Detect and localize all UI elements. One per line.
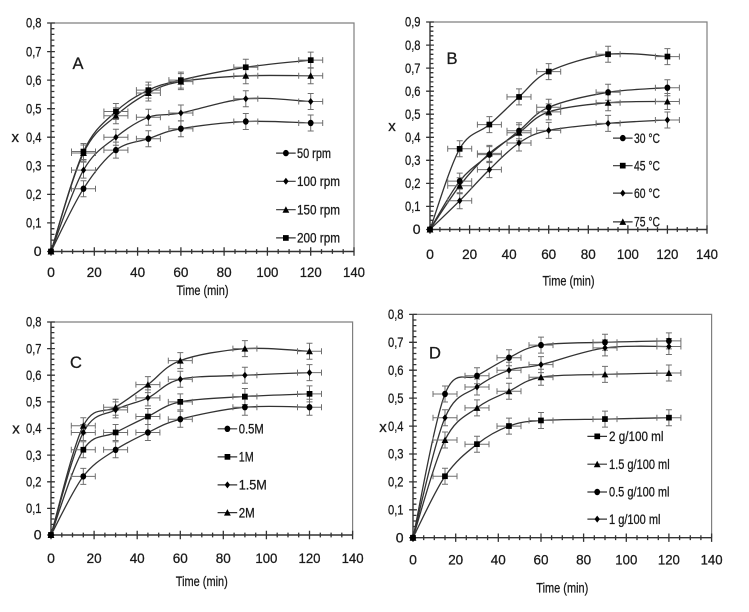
svg-text:40: 40 <box>130 264 145 280</box>
svg-text:30 °C: 30 °C <box>634 131 660 146</box>
svg-text:0,2: 0,2 <box>26 473 42 489</box>
svg-text:C: C <box>70 354 82 372</box>
svg-text:0,4: 0,4 <box>26 129 42 145</box>
svg-text:60 °C: 60 °C <box>634 186 660 201</box>
svg-text:1 g/100 ml: 1 g/100 ml <box>609 512 661 527</box>
svg-text:0,3: 0,3 <box>26 447 42 463</box>
svg-text:0,7: 0,7 <box>26 340 42 356</box>
svg-text:Time (min): Time (min) <box>177 282 229 298</box>
svg-text:A: A <box>72 55 83 73</box>
svg-text:80: 80 <box>576 551 591 567</box>
svg-text:x: x <box>388 118 396 135</box>
svg-text:100: 100 <box>255 550 277 566</box>
svg-text:0,2: 0,2 <box>388 474 404 490</box>
svg-text:120: 120 <box>658 551 680 567</box>
svg-text:0,8: 0,8 <box>26 15 42 31</box>
svg-text:80: 80 <box>217 264 232 280</box>
svg-text:0,5: 0,5 <box>388 390 404 406</box>
svg-text:0,6: 0,6 <box>26 72 42 88</box>
svg-text:150 rpm: 150 rpm <box>297 202 340 217</box>
svg-text:0,5: 0,5 <box>26 394 42 410</box>
svg-text:0,1: 0,1 <box>405 198 421 214</box>
svg-text:Time (min): Time (min) <box>536 580 588 596</box>
svg-text:0.5M: 0.5M <box>239 422 264 437</box>
svg-text:60: 60 <box>541 246 556 262</box>
svg-text:0,4: 0,4 <box>388 418 404 434</box>
svg-text:40: 40 <box>491 551 506 567</box>
svg-text:0: 0 <box>34 527 42 543</box>
svg-text:0,1: 0,1 <box>26 500 42 516</box>
svg-text:20: 20 <box>87 264 102 280</box>
svg-text:Time (min): Time (min) <box>543 272 595 288</box>
svg-text:140: 140 <box>343 264 365 280</box>
svg-text:1.5 g/100 ml: 1.5 g/100 ml <box>609 457 670 472</box>
svg-text:0,6: 0,6 <box>388 362 404 378</box>
svg-text:0,2: 0,2 <box>405 175 421 191</box>
svg-text:2M: 2M <box>239 505 255 520</box>
svg-text:0,6: 0,6 <box>26 367 42 383</box>
svg-text:0,8: 0,8 <box>26 314 42 330</box>
svg-text:Time (min): Time (min) <box>176 573 228 589</box>
svg-text:x: x <box>12 421 20 438</box>
svg-text:0,1: 0,1 <box>388 502 404 518</box>
svg-text:0,3: 0,3 <box>388 446 404 462</box>
svg-text:0,7: 0,7 <box>388 334 404 350</box>
svg-text:20: 20 <box>87 550 102 566</box>
svg-text:B: B <box>446 50 457 68</box>
svg-text:80: 80 <box>216 550 231 566</box>
svg-text:0,1: 0,1 <box>26 215 42 231</box>
svg-text:80: 80 <box>581 246 596 262</box>
svg-text:40: 40 <box>502 246 517 262</box>
svg-text:120: 120 <box>656 246 678 262</box>
svg-text:0,5: 0,5 <box>405 106 421 122</box>
svg-text:0: 0 <box>34 243 42 259</box>
svg-text:45 °C: 45 °C <box>634 158 660 173</box>
svg-text:1M: 1M <box>239 450 254 465</box>
svg-text:0: 0 <box>47 550 55 566</box>
svg-text:0,4: 0,4 <box>405 129 421 145</box>
svg-text:100: 100 <box>256 264 278 280</box>
svg-text:0,7: 0,7 <box>405 60 421 76</box>
svg-text:0,8: 0,8 <box>388 306 404 322</box>
svg-text:0: 0 <box>47 264 55 280</box>
svg-text:0,2: 0,2 <box>26 186 42 202</box>
svg-text:20: 20 <box>448 551 463 567</box>
svg-text:0,5: 0,5 <box>26 100 42 116</box>
svg-text:x: x <box>379 419 387 436</box>
svg-text:0: 0 <box>409 551 417 567</box>
svg-text:100: 100 <box>615 551 637 567</box>
svg-text:2 g/100 ml: 2 g/100 ml <box>609 429 664 444</box>
svg-text:75 °C: 75 °C <box>634 215 660 230</box>
svg-text:40: 40 <box>130 550 145 566</box>
svg-text:0,7: 0,7 <box>26 43 42 59</box>
svg-text:20: 20 <box>462 246 477 262</box>
svg-text:120: 120 <box>300 264 322 280</box>
svg-text:140: 140 <box>696 246 718 262</box>
svg-text:D: D <box>429 344 441 362</box>
svg-text:0,3: 0,3 <box>405 152 421 168</box>
svg-text:0: 0 <box>426 246 434 262</box>
svg-text:60: 60 <box>534 551 549 567</box>
svg-text:60: 60 <box>173 550 188 566</box>
svg-text:200 rpm: 200 rpm <box>297 231 340 246</box>
svg-text:1.5M: 1.5M <box>239 478 267 493</box>
svg-text:0,4: 0,4 <box>26 420 42 436</box>
svg-text:140: 140 <box>701 551 723 567</box>
svg-text:100 rpm: 100 rpm <box>297 174 340 189</box>
svg-text:50 rpm: 50 rpm <box>297 146 331 161</box>
svg-text:0.5 g/100 ml: 0.5 g/100 ml <box>609 485 670 500</box>
svg-text:0,6: 0,6 <box>405 83 421 99</box>
svg-text:60: 60 <box>173 264 188 280</box>
svg-text:0,8: 0,8 <box>405 37 421 53</box>
svg-text:x: x <box>12 129 20 146</box>
svg-text:0,3: 0,3 <box>26 158 42 174</box>
svg-text:0: 0 <box>413 221 421 237</box>
svg-text:0: 0 <box>396 529 404 545</box>
svg-text:100: 100 <box>617 246 639 262</box>
svg-text:120: 120 <box>299 550 321 566</box>
svg-text:0,9: 0,9 <box>405 14 421 30</box>
svg-text:140: 140 <box>342 550 364 566</box>
